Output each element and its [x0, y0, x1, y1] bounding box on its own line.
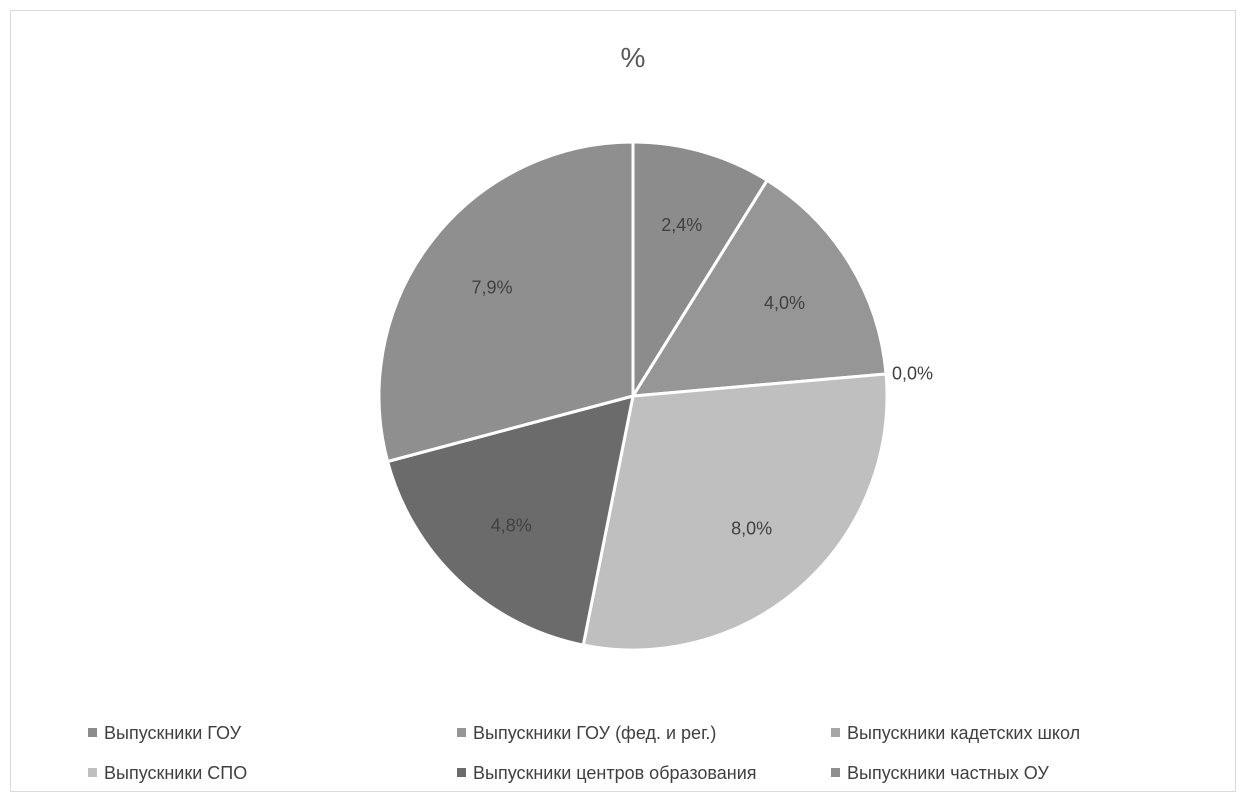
pie-chart: % 2,4% 4,0% 0,0% 8,0% 4,8% 7,9% Выпускники ГО… — [88, 42, 1080, 783]
chart-title: % — [621, 42, 646, 73]
pie-data-labels: 2,4% 4,0% 0,0% 8,0% 4,8% 7,9% — [471, 215, 933, 539]
legend: Выпускники ГОУ Выпускники ГОУ (фед. и рег… — [88, 723, 1080, 783]
slice-data-label: 2,4% — [661, 215, 702, 235]
chart-frame: % 2,4% 4,0% 0,0% 8,0% 4,8% 7,9% Выпускники ГО… — [10, 10, 1236, 792]
pie-slice — [581, 372, 889, 652]
legend-entry: Выпускники кадетских школ — [847, 723, 1080, 743]
slice-data-label: 4,0% — [764, 293, 805, 313]
pie-slice — [385, 393, 635, 647]
pie-slice — [377, 140, 635, 464]
slice-data-label: 8,0% — [731, 519, 772, 539]
legend-swatch — [457, 768, 466, 777]
legend-entry: Выпускники частных ОУ — [847, 763, 1049, 783]
legend-swatch — [831, 768, 840, 777]
legend-swatch — [88, 728, 97, 737]
legend-swatch — [457, 728, 466, 737]
legend-swatch — [831, 728, 840, 737]
slice-data-label: 4,8% — [491, 516, 532, 536]
legend-swatch — [88, 768, 97, 777]
legend-entry: Выпускники центров образования — [473, 763, 757, 783]
pie-slice — [630, 178, 888, 398]
legend-entry: Выпускники СПО — [104, 763, 247, 783]
pie-slices — [377, 140, 889, 652]
legend-entry: Выпускники ГОУ — [104, 723, 242, 743]
slice-data-label: 7,9% — [471, 278, 512, 298]
slice-data-label: 0,0% — [892, 363, 933, 383]
pie-slice — [631, 140, 770, 402]
legend-entry: Выпускники ГОУ (фед. и рег.) — [473, 723, 716, 743]
